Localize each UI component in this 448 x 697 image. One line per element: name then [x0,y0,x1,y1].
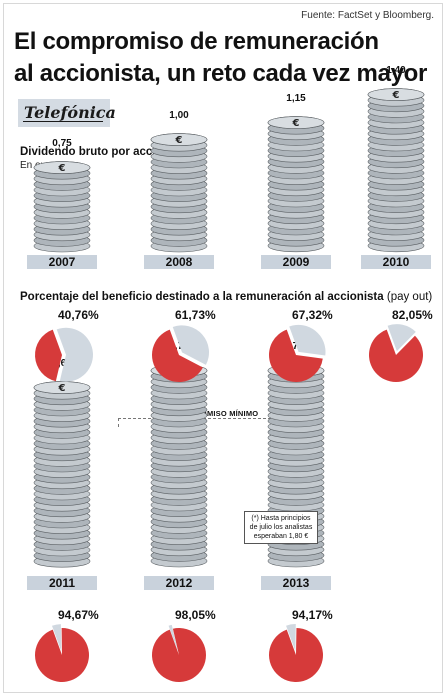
payout-pie-2007 [34,327,93,382]
dividend-value-2011: 1,60 [52,357,72,369]
euro-coin-icon: € [292,118,300,129]
title-line-1: El compromiso de remuneración [14,28,379,55]
euro-coin-icon: € [58,383,66,394]
payout-title-text: Porcentaje del beneficio destinado a la … [20,291,384,303]
coin-top [367,88,425,102]
page-title: El compromiso de remuneración al accioni… [14,26,439,90]
dividend-value-2009: 1,15 [286,93,306,105]
pie-slice-rest [168,624,178,652]
pie-slice-rest [56,327,93,382]
payout-value-2009: 67,32% [292,308,333,322]
payout-pie-2008 [152,325,210,382]
commitment-label: COMPROMISO MÍNIMO [172,409,259,418]
dividend-title: Dividendo bruto por acción [20,146,170,158]
dividend-value-2012: 1,75 [169,341,189,352]
year-label-2007: 2007 [27,255,97,269]
year-label-2009: 2009 [261,255,331,269]
dividend-value-2008: 1,00 [169,110,189,121]
year-label-2012: 2012 [144,576,214,590]
coin-stack-2007: € [33,161,91,253]
coin-stack-2009: € [267,116,325,253]
dividend-value-2007: 0,75 [52,138,72,149]
pie-slice-rest [286,624,296,652]
pie-slice-payout [269,329,323,382]
analyst-note: (*) Hasta principios de julio los analis… [244,511,318,544]
pie-slice-payout [269,628,323,682]
payout-value-2008: 61,73% [175,308,216,322]
company-logo: Telefónica [18,99,116,127]
payout-value-2013: 94,17% [292,608,333,622]
payout-value-2007: 40,76% [58,308,99,322]
payout-value-2010: 82,05% [392,308,433,322]
year-label-2010: 2010 [361,255,431,269]
pie-slice-rest [172,325,210,365]
year-label-2013: 2013 [261,576,331,590]
payout-pie-2013 [269,624,323,682]
coin-top [267,116,325,130]
coin-top [150,133,208,146]
pie-slice-payout [34,329,62,382]
payout-pie-2009 [269,324,326,382]
coin-top [33,161,91,174]
title-line-2: al accionista, un reto cada vez mayor [14,60,428,87]
payout-title-suffix: (pay out) [386,291,433,303]
coin-stack-2010: € [367,88,425,253]
logo-underline [23,121,103,122]
year-label-2011: 2011 [27,576,97,590]
frame-border [3,3,443,693]
euro-coin-icon: € [175,135,183,146]
pie-slice-payout [35,628,89,682]
logo-text: Telefónica [24,103,116,122]
pie-slice-rest [387,324,416,352]
year-label-2008: 2008 [144,255,214,269]
payout-pie-2010 [369,324,423,382]
dividend-value-2013: 1,75* [284,341,308,352]
payout-title: Porcentaje del beneficio destinado a la … [20,291,432,303]
pie-slice-rest [289,324,326,356]
coin-stack-2008: € [150,133,208,253]
pie-slice-payout [152,329,203,382]
pie-slice-payout [369,329,423,382]
payout-pie-2011 [35,624,89,682]
coin-stack-2011: € [33,381,91,568]
payout-value-2011: 94,67% [58,608,99,622]
pie-slice-payout [152,628,206,682]
payout-value-2012: 98,05% [175,608,216,622]
euro-coin-icon: € [58,163,66,174]
euro-coin-icon: € [392,90,400,101]
dividend-value-2010: 1,40 [386,65,406,77]
source-note: Fuente: FactSet y Bloomberg. [301,10,434,21]
payout-pie-2012 [152,624,206,682]
pie-slice-rest [52,624,62,652]
